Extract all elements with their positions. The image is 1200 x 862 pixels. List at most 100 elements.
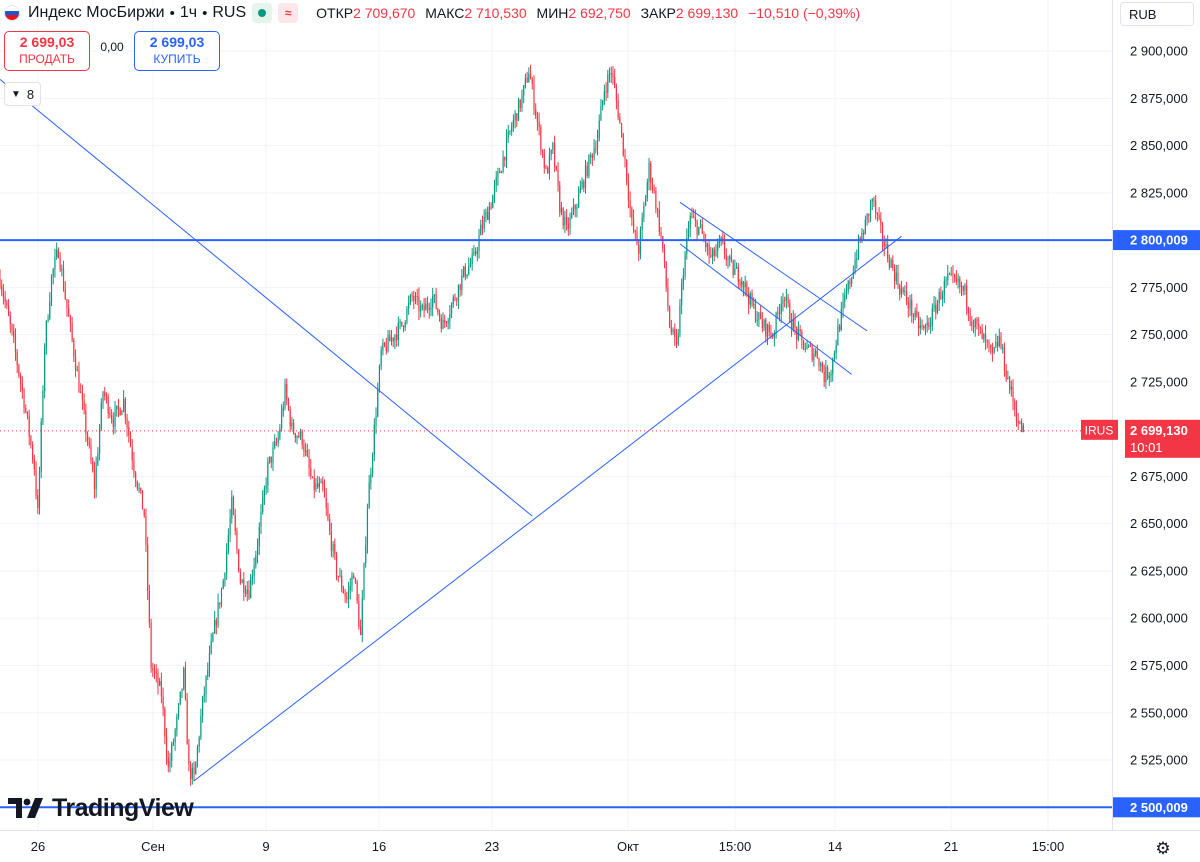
candle	[557, 162, 559, 192]
tradingview-logo[interactable]: TradingView	[8, 794, 194, 823]
candle	[325, 488, 327, 516]
candle	[56, 242, 58, 260]
candle	[538, 112, 540, 136]
trend-line[interactable]	[679, 243, 852, 375]
candle	[329, 513, 331, 536]
candle	[226, 543, 228, 580]
candle	[188, 738, 190, 772]
candle	[255, 550, 257, 569]
y-tick-label: 2 900,000	[1130, 44, 1188, 59]
candle	[488, 202, 490, 224]
candle	[83, 393, 85, 415]
currency-button[interactable]: RUB	[1120, 2, 1194, 26]
candle	[784, 296, 786, 308]
candle	[813, 347, 815, 367]
candle	[646, 178, 648, 202]
y-tick-label: 2 725,000	[1130, 374, 1188, 389]
y-axis[interactable]: 2 525,000 2 550,000 2 575,000 2 600,000 2 62…	[1130, 44, 1188, 768]
candle	[978, 317, 980, 336]
candle	[112, 412, 114, 435]
price-scale-bg[interactable]	[1112, 0, 1200, 830]
candle	[926, 315, 928, 333]
symbol-title[interactable]: Индекс МосБиржи	[28, 4, 165, 21]
candle	[624, 148, 626, 168]
level-price-label: 2 800,009	[1130, 233, 1188, 248]
chevron-down-icon: ▼	[11, 88, 21, 100]
candle	[899, 283, 901, 301]
drawings[interactable]	[0, 79, 1112, 809]
candle	[806, 339, 808, 350]
candle	[250, 573, 252, 599]
candle	[449, 304, 451, 330]
candle	[529, 64, 532, 80]
x-tick-label: Сен	[141, 839, 165, 854]
candle	[133, 451, 135, 478]
candle	[366, 503, 369, 554]
candle	[272, 441, 274, 471]
candle	[88, 436, 90, 449]
candle	[847, 279, 849, 295]
candle	[174, 727, 176, 751]
candle	[169, 752, 171, 773]
candle	[950, 266, 952, 277]
candle	[610, 66, 612, 83]
candle	[830, 369, 832, 383]
candle	[177, 702, 180, 720]
indicators-toggle[interactable]: ▼ 8	[4, 82, 42, 106]
candle	[191, 762, 193, 785]
candle	[928, 317, 930, 330]
candle	[117, 398, 120, 418]
candle	[650, 160, 652, 191]
candle	[612, 65, 614, 85]
candle	[739, 278, 741, 289]
candle	[516, 112, 518, 128]
candle	[33, 454, 35, 476]
candle	[607, 69, 609, 98]
interval[interactable]: 1ч	[179, 4, 198, 21]
candle	[521, 89, 523, 112]
wave-icon[interactable]: ≈	[278, 3, 299, 23]
candle	[78, 361, 80, 393]
exchange[interactable]: RUS	[212, 4, 247, 21]
candle	[147, 536, 149, 601]
candle	[878, 207, 880, 221]
trend-line[interactable]	[679, 201, 868, 332]
candle	[305, 442, 307, 457]
candle	[495, 170, 497, 193]
candle	[323, 479, 326, 498]
candle	[849, 278, 851, 290]
candle	[452, 294, 454, 308]
gear-icon[interactable]: ⚙	[1155, 839, 1171, 858]
candle	[126, 413, 128, 437]
x-axis[interactable]: 26 Сен 9 16 23 Окт 15:00 14 21 15:00	[31, 839, 1065, 854]
candle	[92, 457, 94, 473]
candle	[109, 406, 111, 419]
candles[interactable]	[0, 64, 1024, 786]
candle	[930, 317, 932, 334]
trend-line[interactable]	[193, 235, 902, 782]
candle	[785, 288, 787, 309]
buy-button[interactable]: 2 699,03 КУПИТЬ	[134, 31, 220, 71]
candle	[244, 585, 247, 597]
candle	[454, 293, 456, 302]
candle	[71, 316, 73, 343]
candle	[942, 290, 944, 307]
candle	[893, 264, 896, 289]
candle	[380, 346, 382, 371]
candle	[919, 317, 921, 335]
trend-line[interactable]	[0, 79, 533, 517]
status-dot-icon[interactable]	[252, 3, 273, 23]
candle	[711, 247, 714, 265]
candle	[232, 495, 235, 516]
candle	[301, 429, 303, 450]
candle	[675, 328, 678, 349]
sell-button[interactable]: 2 699,03 ПРОДАТЬ	[4, 31, 90, 71]
candle	[394, 333, 396, 350]
candle	[411, 291, 413, 302]
candle	[737, 262, 739, 289]
candle	[802, 339, 805, 351]
candle	[552, 141, 554, 155]
candle	[708, 239, 710, 264]
candle	[339, 567, 341, 578]
